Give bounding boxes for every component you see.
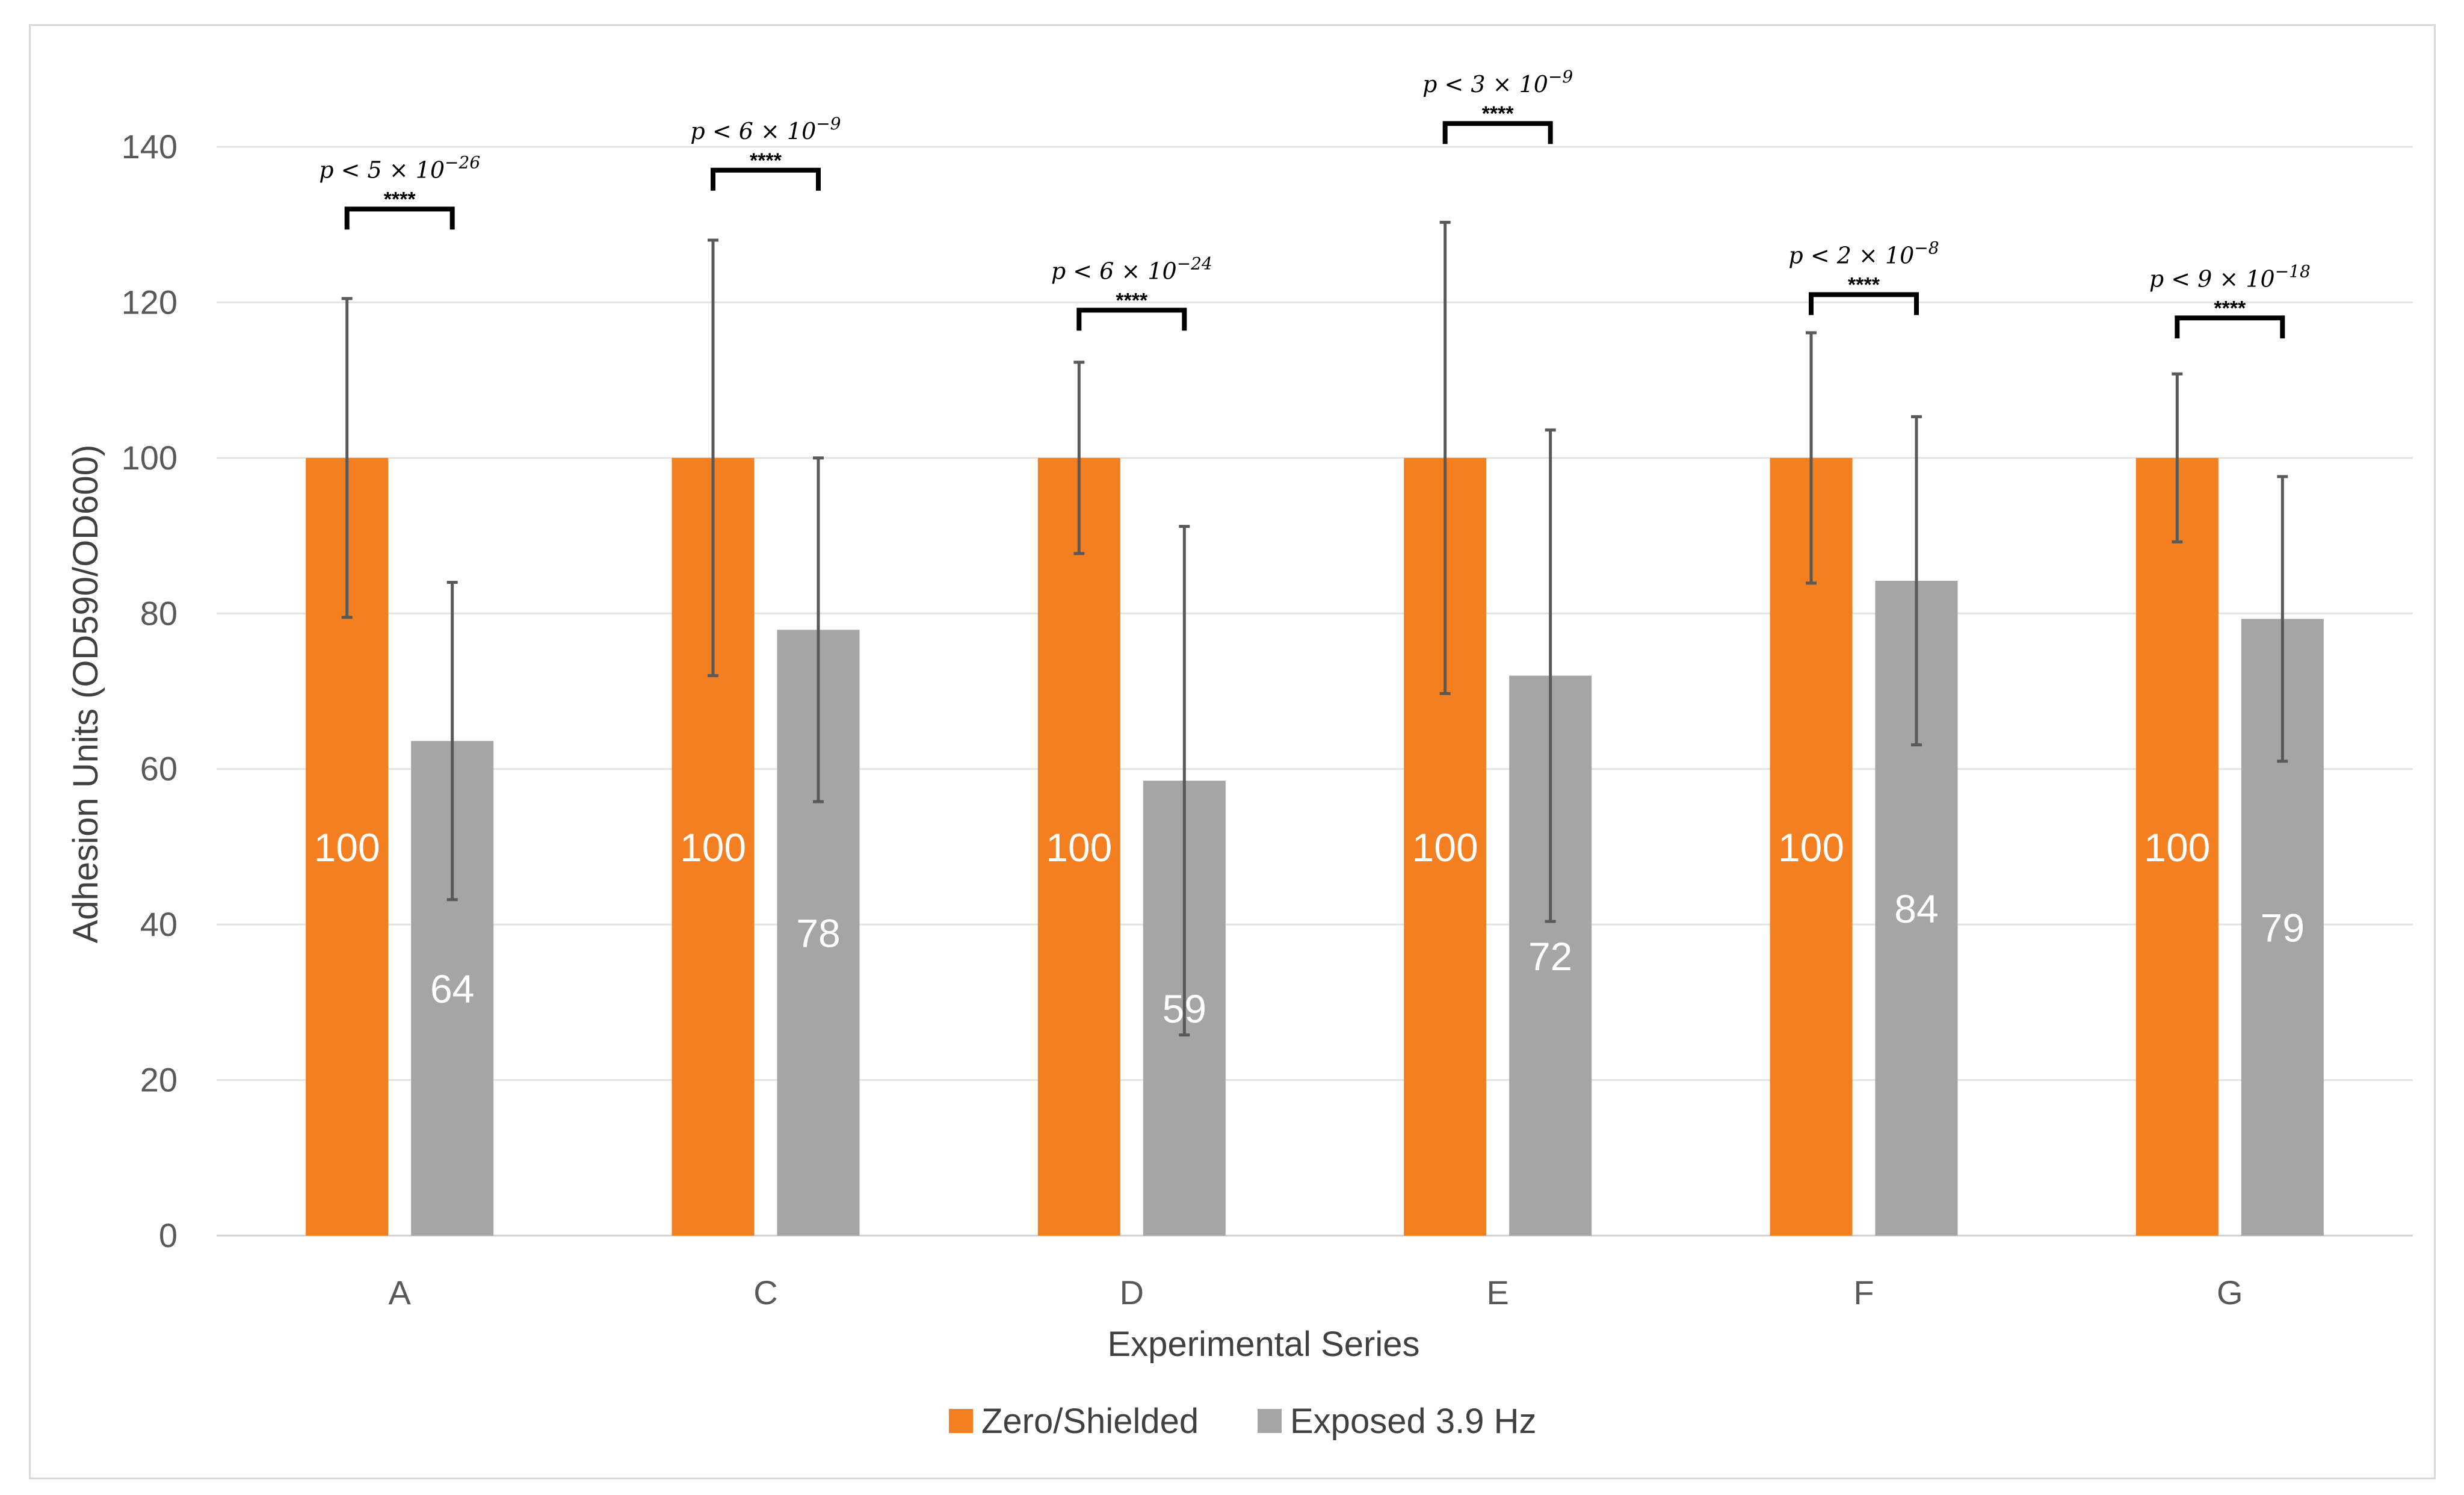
- y-axis-title: Adhesion Units (OD590/OD600): [66, 445, 105, 944]
- data-label-E-0: 100: [1412, 825, 1478, 870]
- y-tick-label-80: 80: [140, 594, 178, 632]
- x-tick-label-D: D: [1120, 1274, 1144, 1311]
- data-label-A-1: 64: [430, 967, 474, 1011]
- data-label-F-0: 100: [1778, 825, 1844, 870]
- x-tick-label-C: C: [753, 1274, 777, 1311]
- significance-bracket-E: [1442, 121, 1553, 144]
- bar-D-zero-shielded: [1037, 457, 1120, 1236]
- data-label-E-1: 72: [1528, 934, 1572, 979]
- bar-F-zero-shielded: [1770, 457, 1853, 1236]
- data-label-C-1: 78: [796, 911, 840, 956]
- bars: [306, 457, 2324, 1236]
- y-tick-label-40: 40: [140, 905, 178, 943]
- data-label-D-0: 100: [1046, 825, 1112, 870]
- y-tick-label-120: 120: [122, 283, 178, 321]
- bar-G-zero-shielded: [2135, 457, 2219, 1236]
- significance-stars-C: ****: [750, 149, 782, 172]
- data-label-A-0: 100: [314, 825, 380, 870]
- p-value-A: p < 5 × 10−26: [319, 152, 480, 183]
- data-label-G-0: 100: [2144, 825, 2210, 870]
- data-label-G-1: 79: [2261, 906, 2305, 950]
- legend-label-zero-shielded: Zero/Shielded: [981, 1402, 1199, 1441]
- legend-label-exposed: Exposed 3.9 Hz: [1290, 1402, 1536, 1441]
- p-value-C: p < 6 × 10−9: [690, 114, 841, 144]
- significance-stars-G: ****: [2214, 297, 2246, 320]
- x-axis-title: Experimental Series: [1108, 1325, 1420, 1364]
- data-label-F-1: 84: [1894, 887, 1938, 931]
- significance-stars-F: ****: [1848, 274, 1880, 297]
- significance-stars-D: ****: [1116, 289, 1148, 312]
- significance-bracket-F: [1809, 292, 1919, 315]
- y-tick-label-100: 100: [122, 439, 178, 477]
- data-label-D-1: 59: [1163, 986, 1206, 1031]
- p-value-E: p < 3 × 10−9: [1422, 67, 1573, 98]
- chart-frame: [29, 24, 2436, 1479]
- legend-swatch-zero-shielded: [949, 1409, 973, 1433]
- x-tick-label-E: E: [1486, 1274, 1508, 1311]
- error-bars: [341, 220, 2288, 1037]
- y-tick-label-60: 60: [140, 750, 178, 788]
- y-tick-label-0: 0: [159, 1216, 178, 1254]
- gridlines: [217, 146, 2413, 1237]
- y-axis-ticks: 0 20 40 60 80 100 120 140: [122, 128, 178, 1254]
- legend-swatch-exposed: [1258, 1409, 1282, 1433]
- x-tick-label-A: A: [388, 1274, 411, 1311]
- p-value-F: p < 2 × 10−8: [1788, 238, 1939, 269]
- p-value-G: p < 9 × 10−18: [2149, 261, 2311, 292]
- legend: Zero/Shielded Exposed 3.9 Hz: [949, 1402, 1536, 1441]
- x-tick-label-G: G: [2217, 1274, 2243, 1311]
- x-tick-label-F: F: [1853, 1274, 1874, 1311]
- significance-bracket-D: [1076, 308, 1187, 331]
- data-label-C-0: 100: [680, 825, 746, 870]
- y-tick-label-20: 20: [140, 1061, 178, 1099]
- p-value-D: p < 6 × 10−24: [1051, 253, 1212, 284]
- significance-stars-E: ****: [1482, 102, 1515, 125]
- significance-bracket-G: [2175, 315, 2285, 339]
- significance-bracket-A: [344, 206, 455, 230]
- significance-bracket-C: [711, 167, 821, 191]
- y-tick-label-140: 140: [122, 128, 178, 166]
- significance-stars-A: ****: [384, 188, 416, 211]
- significance-annotations: **** p < 5 × 10−26 **** p < 6 × 10−9 **** p <…: [319, 67, 2311, 339]
- data-labels: 100 64 100 78 100 59 100 72 100 84 100 79: [314, 825, 2305, 1031]
